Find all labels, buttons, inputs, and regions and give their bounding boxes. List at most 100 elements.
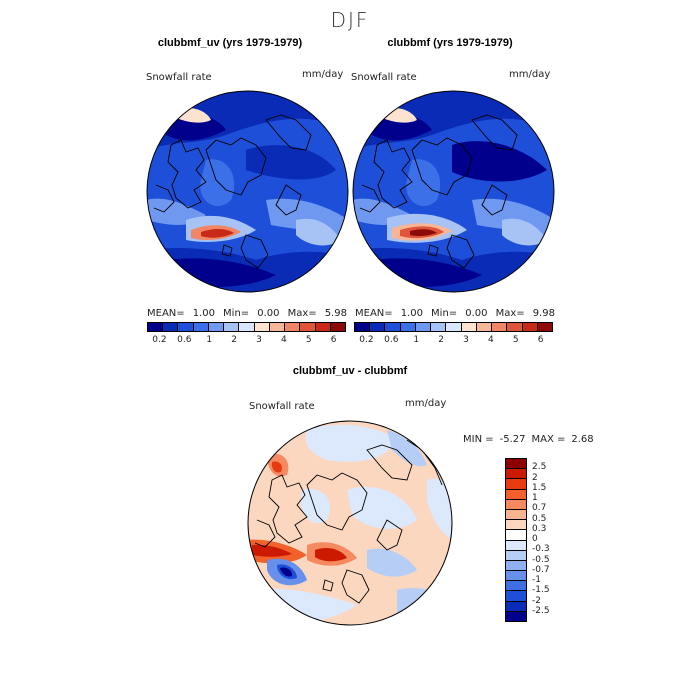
colorbar-swatch: [239, 323, 255, 331]
colorbar-tick-label: 5: [512, 335, 519, 345]
colorbar-tick-label: 0: [532, 534, 538, 544]
colorbar-tick-label: -2: [532, 595, 541, 606]
colorbar-tick-label: 0.7: [532, 503, 547, 514]
colorbar-swatch: [506, 560, 526, 572]
colorbar-swatch: [476, 323, 493, 331]
diff-extremes: MIN = -5.27 MAX = 2.68: [463, 434, 594, 445]
colorbar-tick-label: 2: [438, 335, 444, 345]
colorbar-swatch: [355, 323, 371, 331]
colorbar-swatch: [506, 571, 526, 582]
colorbar-swatch: [385, 323, 401, 331]
left-field-label: Snowfall rate: [146, 72, 212, 83]
right-polar-map: [352, 90, 555, 293]
colorbar-swatch: [415, 323, 432, 331]
left-panel-title: clubbmf_uv (yrs 1979-1979): [157, 37, 303, 49]
colorbar-swatch: [269, 323, 286, 331]
right-mean-label: MEAN=: [355, 308, 393, 319]
diff-colorbar: [505, 458, 527, 622]
colorbar-tick-label: 1.5: [532, 482, 547, 493]
colorbar-swatch: [506, 509, 526, 521]
colorbar-tick-label: 3: [256, 335, 262, 345]
right-min-value: 0.00: [465, 308, 488, 319]
colorbar-tick-label: -0.5: [532, 554, 550, 565]
colorbar-tick-label: 1: [413, 335, 420, 345]
right-max-label: Max=: [495, 308, 525, 319]
diff-min-value: -5.27: [499, 434, 526, 445]
colorbar-swatch: [193, 323, 209, 331]
colorbar-swatch: [537, 323, 553, 331]
colorbar-tick-label: 0.5: [532, 513, 547, 524]
colorbar-swatch: [224, 323, 240, 331]
colorbar-tick-label: 1: [532, 493, 538, 503]
left-colorbar-ticks: 0.2 0.6 1 2 3 4 5 6: [147, 335, 346, 347]
colorbar-swatch: [507, 323, 523, 331]
colorbar-swatch: [506, 611, 526, 621]
colorbar-swatch: [506, 469, 526, 480]
colorbar-swatch: [506, 479, 526, 490]
colorbar-tick-label: 2: [231, 335, 237, 345]
colorbar-tick-label: 5: [305, 335, 312, 345]
colorbar-swatch: [370, 323, 386, 331]
colorbar-swatch: [208, 323, 225, 331]
colorbar-swatch: [178, 323, 194, 331]
left-min-value: 0.00: [257, 308, 280, 319]
right-max-value: 9.98: [532, 308, 555, 319]
right-field-label: Snowfall rate: [351, 72, 417, 83]
right-mean-value: 1.00: [400, 308, 423, 319]
left-min-label: Min=: [223, 308, 250, 319]
colorbar-tick-label: 2.5: [532, 462, 547, 473]
right-min-label: Min=: [431, 308, 458, 319]
colorbar-tick-label: -2.5: [532, 605, 550, 616]
colorbar-tick-label: 0.6: [177, 335, 192, 345]
colorbar-swatch: [400, 323, 416, 331]
colorbar-tick-label: -0.3: [532, 544, 550, 555]
colorbar-tick-label: 6: [330, 335, 337, 345]
diff-units-label: mm/day: [405, 398, 447, 409]
colorbar-tick-label: 0.2: [152, 335, 167, 345]
diff-max-label: MAX =: [531, 434, 566, 445]
diff-field-label: Snowfall rate: [249, 401, 315, 412]
left-stats: MEAN= 1.00 Min= 0.00 Max= 5.98: [147, 308, 347, 319]
colorbar-tick-label: 0.3: [532, 523, 547, 534]
diff-polar-map: [247, 420, 453, 626]
diff-min-label: MIN =: [463, 434, 494, 445]
colorbar-swatch: [506, 591, 526, 602]
right-colorbar-ticks: 0.2 0.6 1 2 3 4 5 6: [354, 335, 553, 347]
colorbar-swatch: [330, 323, 346, 331]
colorbar-tick-label: 4: [280, 335, 287, 345]
colorbar-tick-label: -1: [532, 575, 541, 585]
colorbar-swatch: [163, 323, 179, 331]
colorbar-tick-label: 3: [463, 335, 469, 345]
colorbar-tick-label: 2: [532, 472, 538, 483]
colorbar-tick-label: -1.5: [532, 585, 550, 596]
colorbar-swatch: [506, 601, 526, 612]
colorbar-swatch: [522, 323, 538, 331]
colorbar-swatch: [446, 323, 462, 331]
colorbar-swatch: [506, 489, 526, 500]
colorbar-swatch: [506, 530, 526, 541]
diff-colorbar-ticks: 2.5 2 1.5 1 0.7 0.5 0.3 0 -0.3 -0.5 -0.7 -1 -1.5 -2 -2…: [532, 458, 572, 622]
left-mean-label: MEAN=: [147, 308, 185, 319]
colorbar-swatch: [506, 520, 526, 531]
colorbar-swatch: [506, 459, 526, 470]
colorbar-tick-label: 0.2: [359, 335, 374, 345]
colorbar-swatch: [461, 323, 477, 331]
left-polar-map: [146, 90, 349, 293]
colorbar-swatch: [315, 323, 331, 331]
right-panel-title: clubbmf (yrs 1979-1979): [387, 37, 513, 49]
left-colorbar: [147, 322, 346, 332]
left-max-value: 5.98: [324, 308, 347, 319]
colorbar-swatch: [492, 323, 508, 331]
colorbar-tick-label: 0.6: [384, 335, 399, 345]
right-colorbar: [354, 322, 553, 332]
colorbar-tick-label: 6: [537, 335, 544, 345]
colorbar-swatch: [506, 550, 526, 561]
diff-max-value: 2.68: [571, 434, 594, 445]
colorbar-tick-label: 4: [487, 335, 494, 345]
colorbar-swatch: [506, 581, 526, 592]
colorbar-tick-label: -0.7: [532, 564, 550, 575]
left-max-label: Max=: [287, 308, 317, 319]
colorbar-tick-label: 1: [206, 335, 213, 345]
colorbar-swatch: [506, 540, 526, 551]
season-title: DJF: [330, 8, 370, 32]
